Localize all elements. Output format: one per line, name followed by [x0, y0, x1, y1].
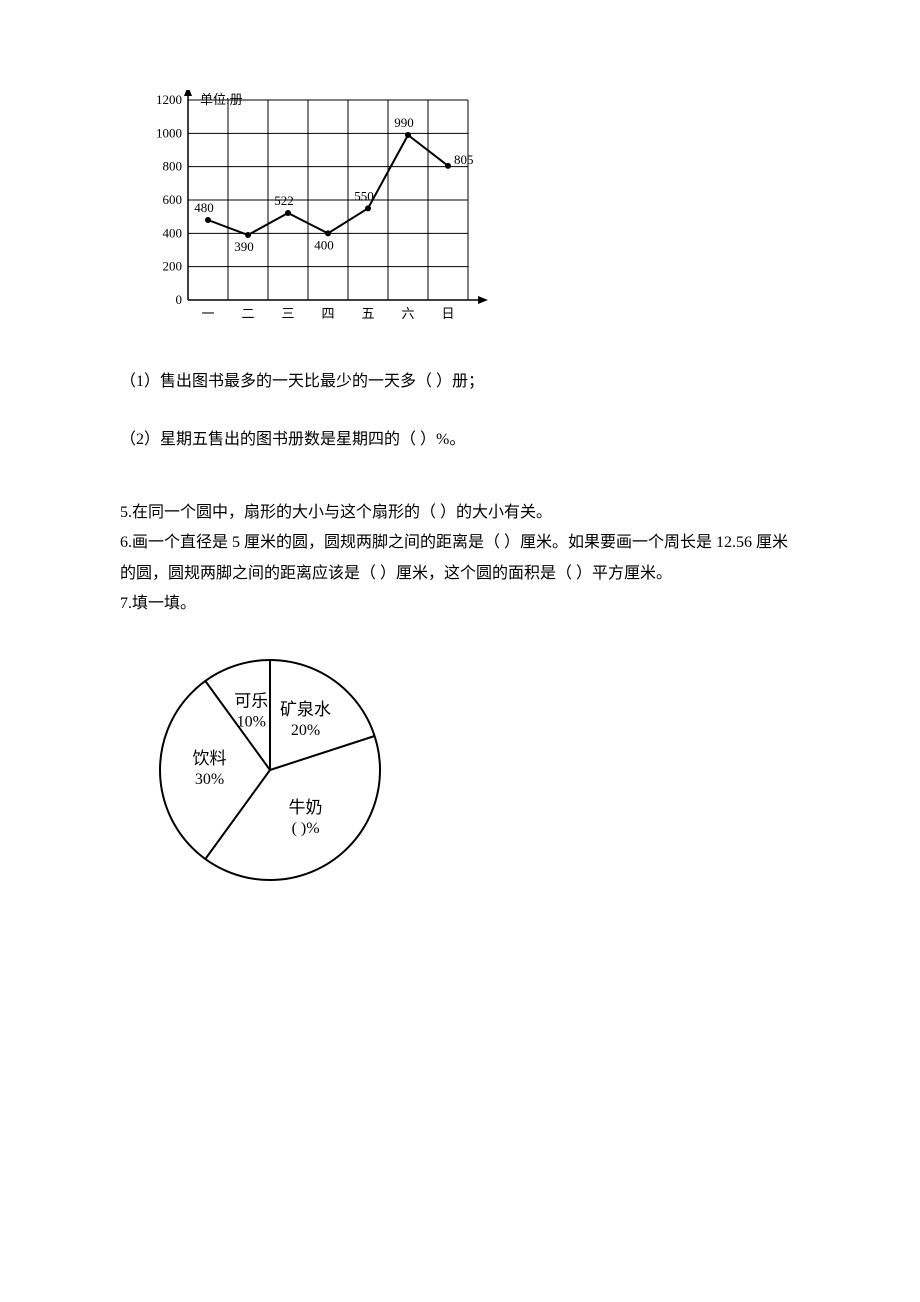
svg-text:饮料: 饮料 [193, 749, 227, 768]
svg-text:1000: 1000 [156, 125, 182, 140]
svg-text:600: 600 [163, 192, 183, 207]
q5-suffix: ）的大小有关。 [440, 504, 552, 521]
line-chart: 0 200 400 600 800 1000 1200 单位:册一 二 三 四 五 六 日 480 390 52… [140, 90, 800, 330]
svg-text:30%: 30% [195, 771, 224, 788]
svg-text:单位:册: 单位:册 [200, 92, 243, 107]
question-7: 7.填一填。 [120, 589, 800, 619]
svg-text:五: 五 [361, 306, 374, 321]
svg-text:( )%: ( )% [292, 820, 320, 837]
svg-text:200: 200 [163, 259, 183, 274]
svg-text:20%: 20% [291, 722, 320, 739]
page: 0 200 400 600 800 1000 1200 单位:册一 二 三 四 五 六 日 480 390 52… [0, 0, 920, 950]
svg-text:矿泉水: 矿泉水 [280, 700, 331, 719]
svg-text:480: 480 [194, 200, 214, 215]
svg-text:390: 390 [234, 239, 254, 254]
svg-text:日: 日 [441, 306, 454, 321]
svg-text:牛奶: 牛奶 [289, 798, 323, 817]
svg-text:805: 805 [454, 152, 474, 167]
question-5: 5.在同一个圆中，扇形的大小与这个扇形的（ ）的大小有关。 [120, 498, 800, 528]
svg-text:10%: 10% [237, 713, 266, 730]
line-chart-svg: 0 200 400 600 800 1000 1200 单位:册一 二 三 四 五 六 日 480 390 52… [140, 90, 498, 330]
svg-text:0: 0 [176, 292, 183, 307]
q6-t3: ）厘米，这个圆的面积是（ [380, 565, 572, 582]
q2-prefix: （2）星期五售出的图书册数是星期四的（ [120, 431, 416, 448]
svg-text:400: 400 [163, 225, 183, 240]
svg-text:可乐: 可乐 [234, 691, 268, 710]
q2-suffix: ）%。 [420, 431, 465, 448]
question-6: 6.画一个直径是 5 厘米的圆，圆规两脚之间的距离是（ ）厘米。如果要画一个周长… [120, 528, 800, 589]
question-block: 5.在同一个圆中，扇形的大小与这个扇形的（ ）的大小有关。 6.画一个直径是 5… [120, 498, 800, 620]
svg-text:六: 六 [401, 306, 414, 321]
svg-text:550: 550 [354, 188, 374, 203]
q1-prefix: （1）售出图书最多的一天比最少的一天多（ [120, 373, 432, 390]
q7-text: 7.填一填。 [120, 595, 196, 612]
svg-text:990: 990 [394, 115, 414, 130]
q6-t1: 6.画一个直径是 5 厘米的圆，圆规两脚之间的距离是（ [120, 534, 500, 551]
q1-suffix: ）册； [436, 373, 484, 390]
q6-t4: ）平方厘米。 [576, 565, 672, 582]
pie-chart-svg: 矿泉水 20% 牛奶 ( )% 饮料 30% 可乐 10% [150, 650, 390, 890]
svg-text:三: 三 [281, 306, 294, 321]
svg-text:522: 522 [274, 193, 294, 208]
svg-text:1200: 1200 [156, 92, 182, 107]
svg-text:800: 800 [163, 159, 183, 174]
svg-text:四: 四 [321, 306, 334, 321]
question-1: （1）售出图书最多的一天比最少的一天多（ ）册； [120, 370, 800, 394]
svg-text:400: 400 [314, 237, 334, 252]
svg-text:二: 二 [241, 306, 254, 321]
svg-text:一: 一 [201, 306, 214, 321]
q5-prefix: 5.在同一个圆中，扇形的大小与这个扇形的（ [120, 504, 436, 521]
pie-chart: 矿泉水 20% 牛奶 ( )% 饮料 30% 可乐 10% [150, 650, 800, 890]
question-2: （2）星期五售出的图书册数是星期四的（ ）%。 [120, 428, 800, 452]
